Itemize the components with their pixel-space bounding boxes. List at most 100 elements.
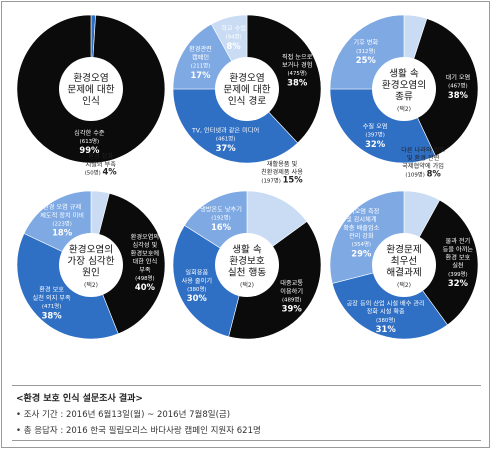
slice-label: TV, 인터넷과 같은 미디어 [191, 126, 259, 134]
slice-label: 및 감시체계 [346, 216, 377, 224]
slice-percent: 15% [283, 174, 304, 184]
slice-label: 관리 강화 [349, 232, 374, 240]
slice-count: (211명) [191, 63, 210, 70]
slice-label: 이용하기 [280, 287, 303, 295]
pie-center [372, 57, 436, 121]
slice-label: 사용 줄이기 [182, 277, 212, 285]
slice-label: 친환경제품 사용 [261, 168, 303, 176]
slice-percent: 5% [418, 0, 433, 1]
pie-slice [403, 199, 479, 326]
slice-label: 실천 의지 부족 [33, 294, 71, 302]
pie-center [59, 233, 123, 297]
slice-count-text: (109명) [405, 171, 426, 178]
slice-count: (489명) [282, 297, 301, 304]
chart-title-line: 문제에 대한 [67, 84, 114, 95]
survey-footer: <환경 보호 인식 설문조사 결과> • 조사 기간 : 2016년 6월13일… [0, 380, 493, 451]
slice-label: 냉방온도 낮추기 [200, 206, 242, 214]
slice-label: 환경오염의 [131, 233, 159, 241]
slice-percent: 25% [356, 55, 377, 65]
slice-percent: 8% [427, 168, 442, 178]
pie-slice [172, 88, 299, 164]
slice-label: 부족 [139, 267, 151, 274]
slice-percent: 38% [42, 310, 63, 320]
chart-title-line: 해결과제 [386, 266, 421, 278]
slice-label: 수질 오염 [363, 122, 388, 130]
slice-percent: 37% [216, 143, 237, 153]
slice-count: (197명) 15% [261, 174, 303, 184]
footer-title: <환경 보호 인식 설문조사 결과> [16, 394, 143, 404]
chart-title-line: 환경오염의 [382, 79, 426, 91]
slice-label: 대중교통 [280, 279, 303, 287]
slice-percent: 32% [448, 278, 469, 288]
slice-label: 및 환경 관련 [407, 154, 440, 162]
chart-title-line: 원인 [82, 267, 100, 278]
chart-title-line: 환경오염의 [69, 243, 113, 255]
slice-label: 재활용품 및 [267, 160, 298, 168]
slice-label: 확충 배출업소 [343, 224, 379, 232]
slice-label: 환경 보호 [446, 254, 471, 262]
slice-label: 환경보호에 [131, 249, 160, 257]
slice-count: (66명) 5% [400, 0, 433, 1]
slice-count: (94명) [226, 34, 242, 41]
chart-title-line: 최우선 [391, 256, 417, 267]
pie-center [59, 57, 123, 121]
slice-count: (461명) [216, 136, 235, 143]
slice-count-text: (197명) [261, 177, 282, 184]
slice-count: (471명) [42, 303, 61, 310]
chart-title-line: 실천 행동 [228, 266, 267, 278]
slice-label: 환경 정화 [88, 152, 113, 160]
slice-label: 물과 전기 [446, 237, 471, 245]
slice-count: (613명) [80, 138, 99, 145]
slice-label: 환경 보호 [39, 286, 64, 294]
slice-count: (475명) [287, 70, 306, 77]
slice-count-text: (50명) [85, 170, 103, 177]
slice-label: 기후 변화 [353, 39, 378, 47]
pie-slice [90, 192, 166, 335]
survey-period: • 조사 기간 : 2016년 6월13일(월) ~ 2016년 7월8일(금) [16, 410, 231, 420]
slice-percent: 30% [187, 293, 208, 303]
pie-center [215, 233, 279, 297]
chart-subtitle: (택2) [397, 106, 411, 113]
pie-chart-3: 토양 오염(66명) 5%대기 오염(467명)38%수질 오염(397명)32… [329, 0, 479, 164]
slice-percent: 99% [79, 145, 100, 155]
pie-slice [172, 224, 248, 338]
slice-label: 대기오염 측정 [343, 207, 379, 215]
slice-percent: 17% [190, 70, 211, 80]
slice-percent: 16% [211, 222, 232, 232]
chart-title-line: 환경오염 [73, 72, 108, 84]
slice-count: (498명) [135, 275, 154, 282]
survey-respondents: • 총 응답자 : 2016 한국 필립모리스 바다사랑 캠페인 지원자 621… [16, 426, 261, 436]
slice-percent: 39% [282, 304, 303, 314]
pie-slice [331, 264, 448, 340]
slice-count: (397명) [365, 132, 384, 139]
chart-title-line: 환경문제 [386, 243, 421, 255]
slice-label: 대한 인식 [133, 258, 158, 266]
slice-count: (223명) [52, 221, 71, 228]
slice-label: 실천 [452, 262, 464, 270]
slice-count: (380명) [187, 286, 206, 293]
slice-label: 학교 수업 [221, 25, 246, 33]
slice-percent: 8% [226, 41, 241, 51]
chart-subtitle: (택2) [84, 282, 98, 289]
chart-title-line: 인식 [82, 96, 100, 107]
slice-percent: 29% [351, 248, 372, 258]
slice-percent: 40% [135, 282, 156, 292]
slice-label: 국제협약에 가입 [402, 162, 444, 170]
slice-label: 정화 시설 확충 [367, 308, 405, 316]
slice-percent: 32% [365, 139, 386, 149]
slice-count: (312명) [356, 48, 375, 55]
chart-title-line: 인식 경로 [228, 95, 267, 107]
chart-title-line: 가장 심각한 [67, 255, 114, 267]
slice-percent: 4% [102, 167, 117, 177]
slice-label: 보거나 경험 [282, 61, 312, 69]
pie-center [215, 57, 279, 121]
slice-label: 직접 눈으로 [282, 53, 313, 61]
slice-label: 일회용품 [185, 269, 208, 277]
slice-label: 제도적 정치 미비 [40, 211, 84, 219]
slice-count: (50명) 4% [85, 167, 118, 177]
